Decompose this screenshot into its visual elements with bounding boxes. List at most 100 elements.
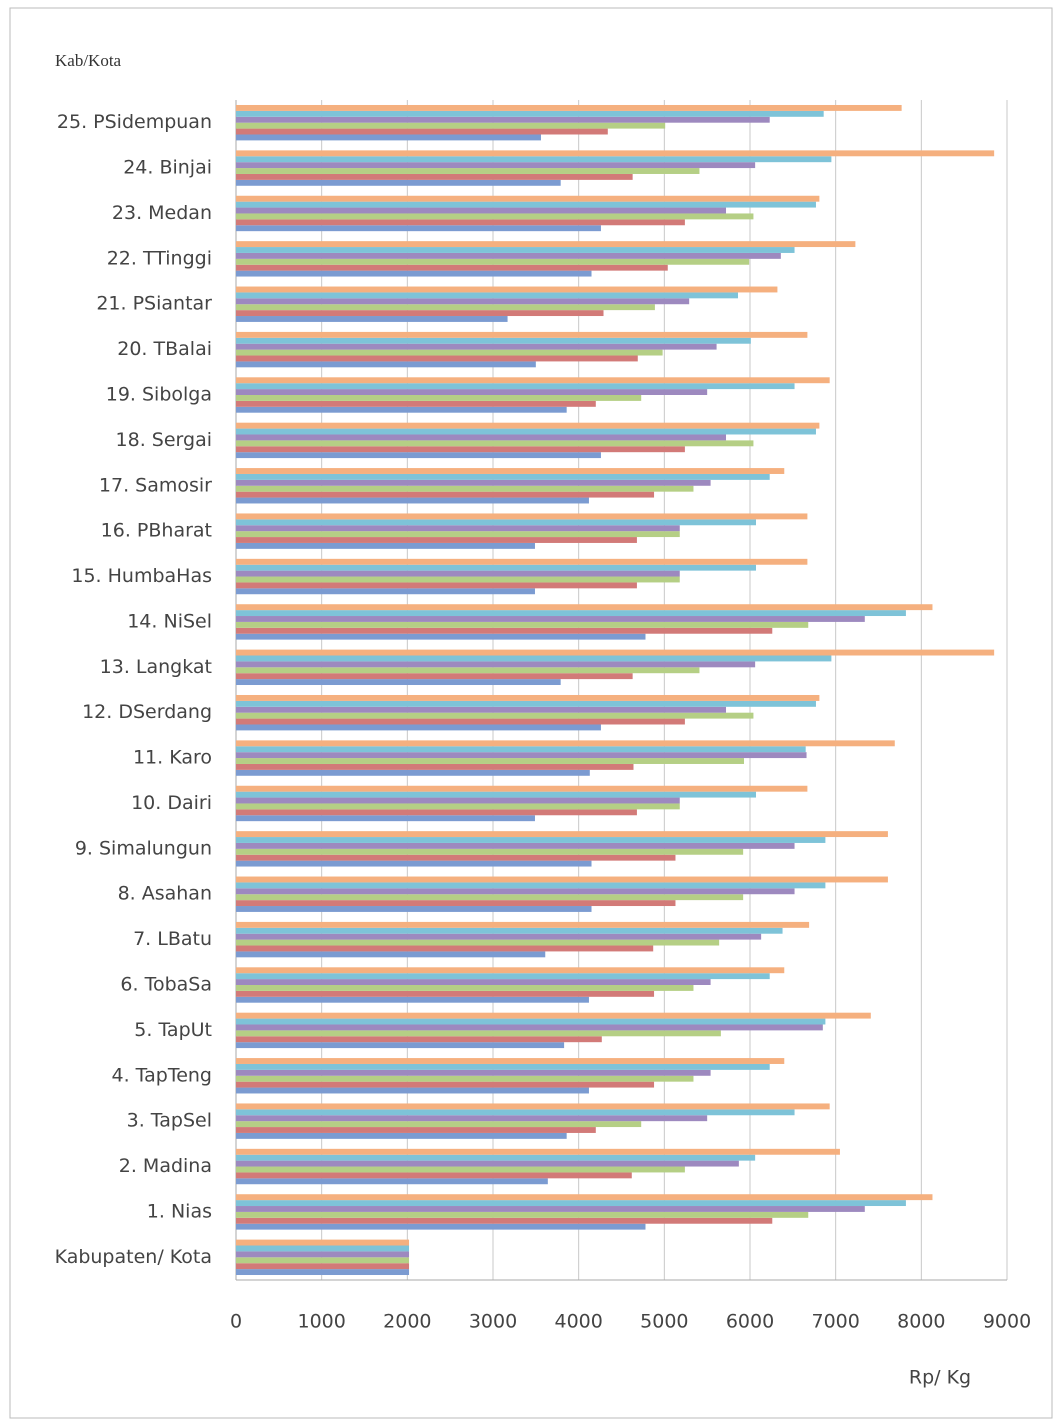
bar xyxy=(236,882,826,889)
bar xyxy=(236,264,668,271)
bar xyxy=(236,791,756,798)
bar xyxy=(236,621,809,628)
bar xyxy=(236,173,633,180)
y-tick-label: 1. Nias xyxy=(147,1200,212,1222)
y-tick-label: 24. Binjai xyxy=(123,157,212,179)
y-tick-label: 22. TTinggi xyxy=(107,247,212,269)
bar xyxy=(236,446,685,453)
bar xyxy=(236,258,750,265)
bar xyxy=(236,150,995,157)
y-tick-label: 18. Sergai xyxy=(116,429,212,451)
bar xyxy=(236,225,601,232)
bar xyxy=(236,582,637,589)
bar xyxy=(236,655,832,662)
bar xyxy=(236,627,773,634)
x-tick-label: 2000 xyxy=(383,1311,431,1333)
bar xyxy=(236,588,535,595)
bar xyxy=(236,996,589,1003)
x-tick-label: 1000 xyxy=(297,1311,345,1333)
y-tick-label: 17. Samosir xyxy=(99,474,212,496)
bar xyxy=(236,831,888,838)
bar xyxy=(236,945,654,952)
x-tick-label: 7000 xyxy=(811,1311,859,1333)
bar xyxy=(236,1211,809,1218)
bar xyxy=(236,513,808,520)
bar xyxy=(236,406,567,413)
bar xyxy=(236,712,754,719)
bar xyxy=(236,848,744,855)
bar xyxy=(236,168,700,174)
bar xyxy=(236,610,906,617)
y-tick-label: 20. TBalai xyxy=(117,338,212,360)
bar xyxy=(236,1132,567,1139)
bar xyxy=(236,349,663,356)
bar xyxy=(236,485,694,492)
x-tick-label: 4000 xyxy=(554,1311,602,1333)
bar xyxy=(236,616,865,622)
bar xyxy=(236,860,592,867)
bar xyxy=(236,842,795,849)
bar xyxy=(236,1103,830,1110)
bar xyxy=(236,1200,906,1207)
bar xyxy=(236,422,820,429)
bar xyxy=(236,649,995,656)
y-tick-label: 16. PBharat xyxy=(101,520,212,542)
bar xyxy=(236,452,601,459)
x-tick-label: 8000 xyxy=(897,1311,945,1333)
x-tick-label: 6000 xyxy=(726,1311,774,1333)
bar xyxy=(236,1024,823,1031)
bar xyxy=(236,1269,410,1276)
bar xyxy=(236,973,770,980)
bar xyxy=(236,1206,865,1212)
bar xyxy=(236,803,680,810)
bar xyxy=(236,1172,632,1179)
bar xyxy=(236,491,655,498)
y-tick-label: 23. Medan xyxy=(112,202,212,224)
bar xyxy=(236,395,642,401)
y-tick-label: 3. TapSel xyxy=(127,1110,212,1132)
bar xyxy=(236,604,933,611)
bar xyxy=(236,752,807,759)
y-tick-label: Kabupaten/ Kota xyxy=(55,1246,212,1268)
x-tick-label: 5000 xyxy=(640,1311,688,1333)
bar xyxy=(236,900,676,907)
bar xyxy=(236,201,816,208)
bar xyxy=(236,207,727,214)
y-tick-label: 9. Simalungun xyxy=(75,837,212,859)
bar xyxy=(236,104,902,111)
bar xyxy=(236,479,711,486)
bar xyxy=(236,468,785,474)
bar xyxy=(236,661,756,668)
y-tick-label: 7. LBatu xyxy=(133,928,212,950)
bar xyxy=(236,1081,655,1088)
bar xyxy=(236,122,666,129)
bar xyxy=(236,1036,602,1043)
bar xyxy=(236,537,637,543)
bar xyxy=(236,718,685,725)
bar xyxy=(236,355,638,362)
bar xyxy=(236,1194,933,1201)
bar xyxy=(236,195,820,202)
bar xyxy=(236,400,596,407)
bar xyxy=(236,134,541,141)
bar xyxy=(236,1148,840,1155)
bar xyxy=(236,673,633,680)
bar xyxy=(236,519,756,526)
bar xyxy=(236,967,785,974)
bar xyxy=(236,428,816,435)
bar xyxy=(236,576,680,583)
bar xyxy=(236,252,781,259)
y-tick-label: 10. Dairi xyxy=(131,792,212,814)
bar xyxy=(236,377,830,384)
bar xyxy=(236,1160,739,1167)
bar xyxy=(236,1127,596,1133)
bar xyxy=(236,797,680,804)
bar xyxy=(236,298,690,305)
y-tick-label: 19. Sibolga xyxy=(106,384,212,406)
y-tick-label: 4. TapTeng xyxy=(111,1064,212,1086)
x-tick-label: 3000 xyxy=(469,1311,517,1333)
bar xyxy=(236,1063,770,1070)
bar xyxy=(236,746,806,753)
bar xyxy=(236,939,720,946)
